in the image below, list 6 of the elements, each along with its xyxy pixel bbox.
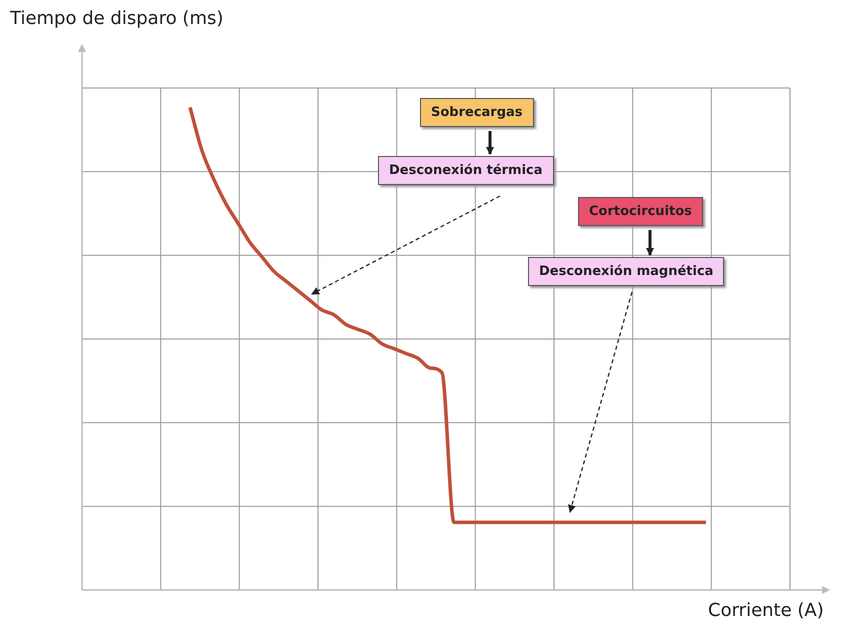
annotation: Cortocircuitos [578, 197, 703, 226]
annotation: Sobrecargas [420, 98, 534, 127]
annotation: Desconexión magnética [528, 257, 724, 286]
y-axis-title: Tiempo de disparo (ms) [10, 8, 224, 29]
annotation: Desconexión térmica [378, 156, 554, 185]
x-axis-title: Corriente (A) [708, 600, 824, 621]
